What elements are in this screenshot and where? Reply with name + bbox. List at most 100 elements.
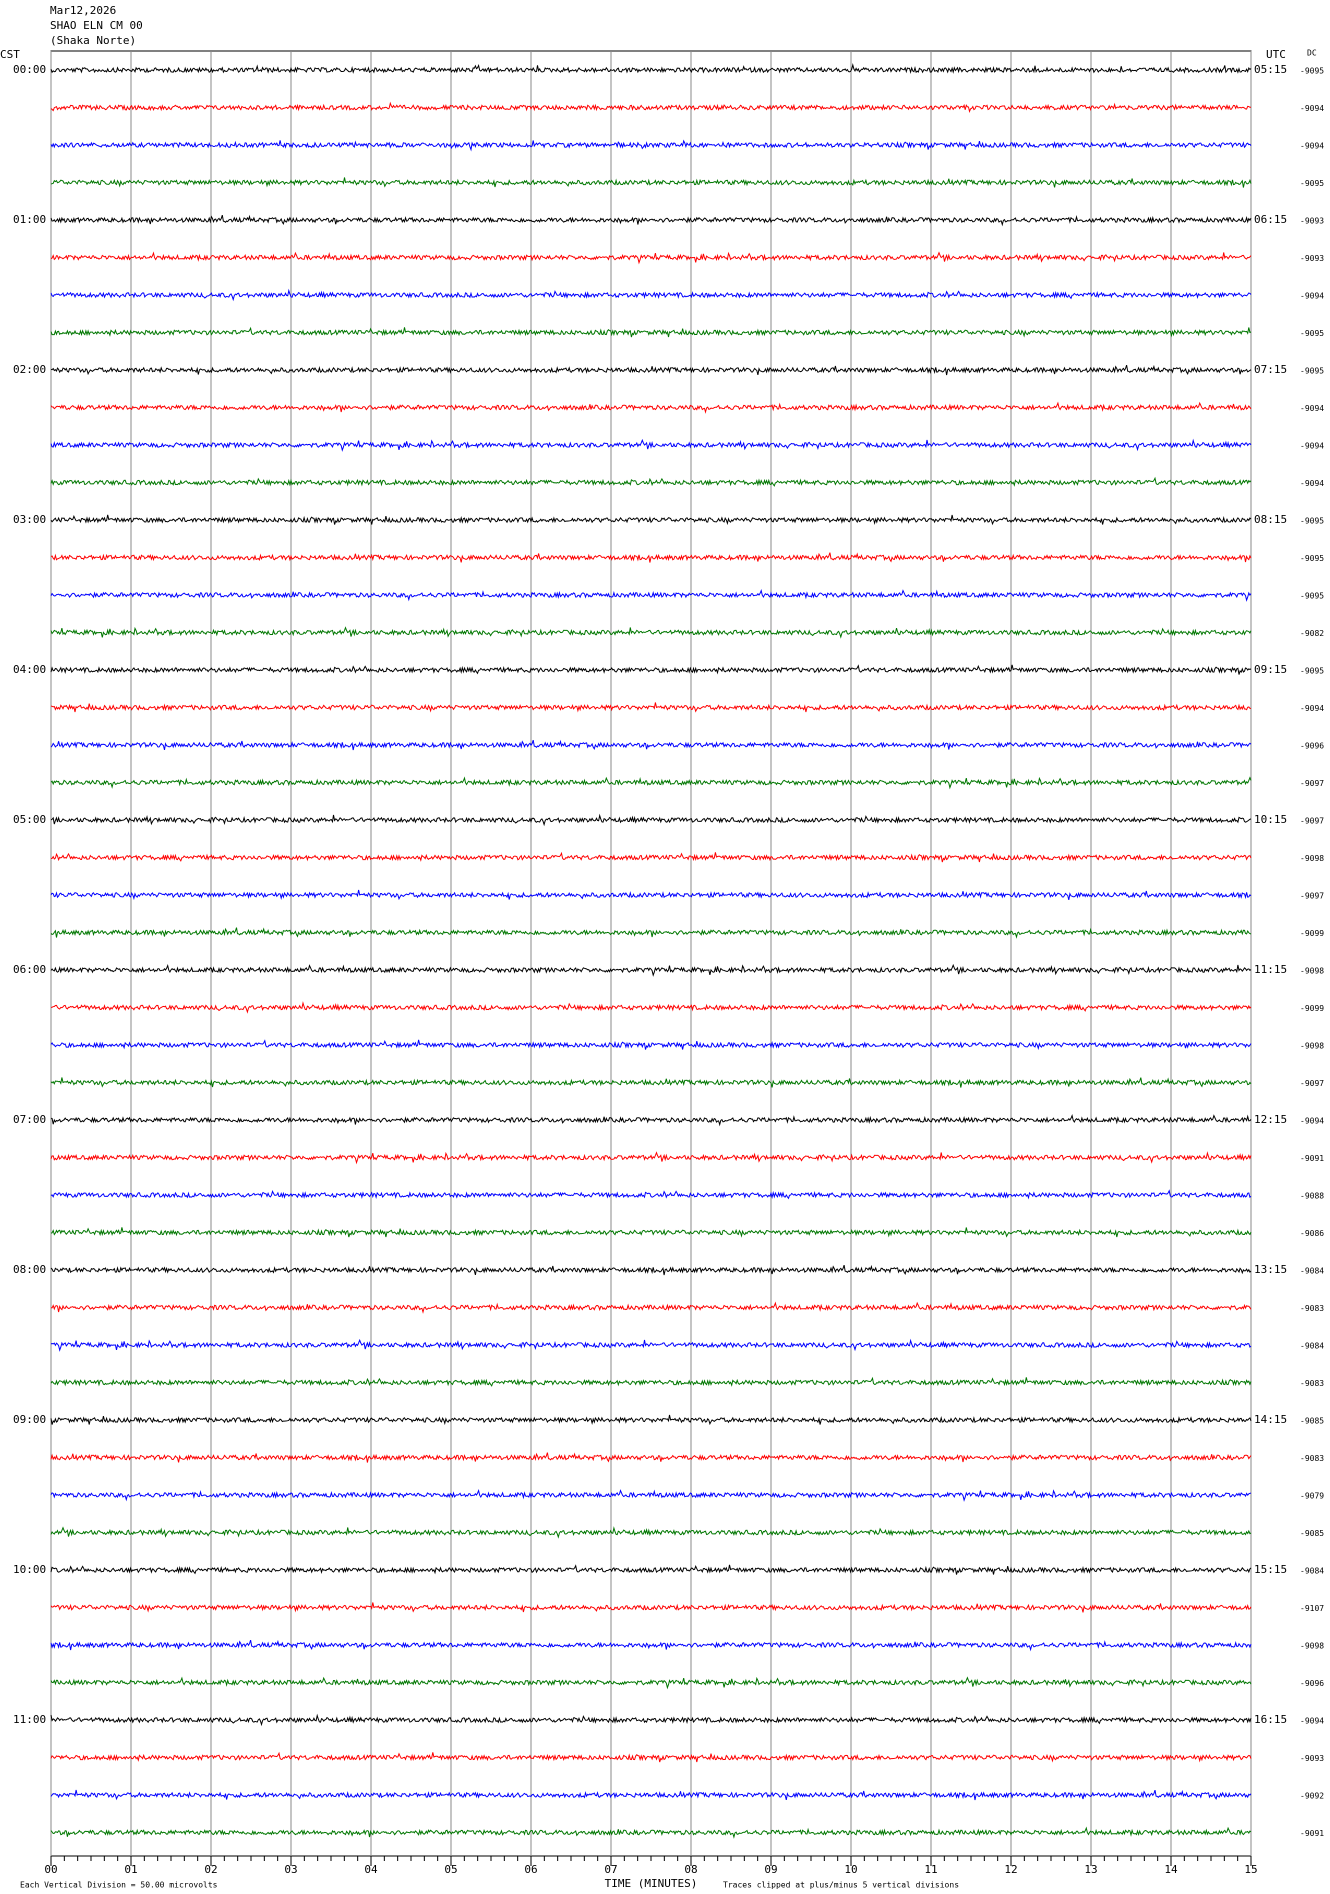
x-tick-label: 09 [764, 1863, 777, 1876]
x-tick-label: 10 [844, 1863, 857, 1876]
dc-offset: -9094 [1300, 704, 1324, 713]
right-time: 13:15 [1254, 1263, 1287, 1276]
x-tick-label: 05 [444, 1863, 457, 1876]
left-time: 08:00 [13, 1263, 46, 1276]
dc-offset: -9095 [1300, 517, 1324, 526]
dc-offset: -9095 [1300, 592, 1324, 601]
trace [50, 326, 1252, 338]
dc-offset: -9095 [1300, 67, 1324, 76]
dc-offset: -9083 [1300, 1379, 1324, 1388]
trace [50, 739, 1252, 751]
dc-offset: -9095 [1300, 329, 1324, 338]
trace [50, 813, 1252, 827]
dc-offset: -9084 [1300, 1342, 1324, 1351]
trace [50, 1414, 1252, 1426]
trace [50, 1452, 1252, 1463]
right-time: 08:15 [1254, 513, 1287, 526]
station: SHAO ELN CM 00 [50, 19, 143, 32]
date: Mar12,2026 [50, 4, 116, 17]
trace [50, 1751, 1252, 1763]
left-time: 00:00 [13, 63, 46, 76]
x-tick-label: 01 [124, 1863, 137, 1876]
right-time: 11:15 [1254, 963, 1287, 976]
dc-offset: -9091 [1300, 1154, 1324, 1163]
left-time: 07:00 [13, 1113, 46, 1126]
trace [50, 1789, 1252, 1801]
trace [50, 1826, 1252, 1839]
right-time: 05:15 [1254, 63, 1287, 76]
x-tick-label: 08 [684, 1863, 697, 1876]
trace [50, 101, 1251, 114]
trace [50, 1001, 1252, 1014]
dc-offset: -9099 [1300, 1004, 1324, 1013]
left-time: 05:00 [13, 813, 46, 826]
x-axis-title: TIME (MINUTES) [605, 1877, 698, 1890]
dc-offset: -9088 [1300, 1192, 1324, 1201]
dc-offset: -9099 [1300, 929, 1324, 938]
dc-offset: -9094 [1300, 104, 1324, 113]
trace [50, 63, 1252, 74]
trace [50, 1227, 1252, 1238]
trace [50, 1151, 1252, 1165]
dc-offset: -9098 [1300, 1642, 1324, 1651]
dc-offset: -9085 [1300, 1529, 1324, 1538]
trace [50, 1189, 1252, 1200]
dc-offset: -9095 [1300, 367, 1324, 376]
dc-offset: -9096 [1300, 742, 1324, 751]
trace [50, 702, 1252, 713]
trace [50, 1713, 1252, 1727]
trace [50, 588, 1252, 602]
dc-offset: -9098 [1300, 967, 1324, 976]
dc-offset: -9098 [1300, 1042, 1324, 1051]
trace [50, 1488, 1252, 1502]
dc-offset: -9094 [1300, 142, 1324, 151]
trace [50, 1376, 1252, 1387]
trace [50, 401, 1252, 414]
trace [50, 552, 1252, 563]
trace [50, 776, 1252, 790]
right-time: 10:15 [1254, 813, 1287, 826]
x-tick-label: 14 [1164, 1863, 1178, 1876]
trace [50, 664, 1252, 675]
trace [50, 1113, 1252, 1127]
dc-offset: -9096 [1300, 1679, 1324, 1688]
trace [50, 889, 1252, 901]
dc-offset: -9094 [1300, 404, 1324, 413]
dc-offset: -9085 [1300, 1417, 1324, 1426]
x-tick-label: 12 [1004, 1863, 1017, 1876]
dc-offset: -9083 [1300, 1304, 1324, 1313]
trace [50, 1676, 1252, 1690]
trace [50, 1338, 1252, 1352]
plot-frame [50, 50, 1252, 1857]
trace [50, 139, 1252, 152]
dc-offset: -9091 [1300, 1829, 1324, 1838]
x-tick-label: 02 [204, 1863, 217, 1876]
trace [50, 214, 1252, 227]
right-time: 14:15 [1254, 1413, 1287, 1426]
trace [50, 1301, 1252, 1314]
right-time: 07:15 [1254, 363, 1287, 376]
trace [50, 514, 1252, 526]
dc-offset: -9084 [1300, 1567, 1324, 1576]
trace [50, 1526, 1252, 1539]
trace [50, 1264, 1252, 1276]
x-tick-label: 00 [44, 1863, 57, 1876]
right-time: 12:15 [1254, 1113, 1287, 1126]
dc-offset: -9097 [1300, 1079, 1324, 1088]
dc-offset: -9083 [1300, 1454, 1324, 1463]
dc-offset: -9093 [1300, 217, 1324, 226]
dc-offset: -9084 [1300, 1267, 1324, 1276]
trace [50, 851, 1252, 863]
left-time: 10:00 [13, 1563, 46, 1576]
dc-offset: -9093 [1300, 254, 1324, 263]
right-time: 15:15 [1254, 1563, 1287, 1576]
dc-label: DC [1307, 49, 1317, 58]
x-tick-label: 15 [1244, 1863, 1257, 1876]
right-time: 09:15 [1254, 663, 1287, 676]
x-tick-label: 04 [364, 1863, 378, 1876]
x-tick-label: 13 [1084, 1863, 1097, 1876]
dc-offset: -9095 [1300, 554, 1324, 563]
trace [50, 364, 1252, 376]
